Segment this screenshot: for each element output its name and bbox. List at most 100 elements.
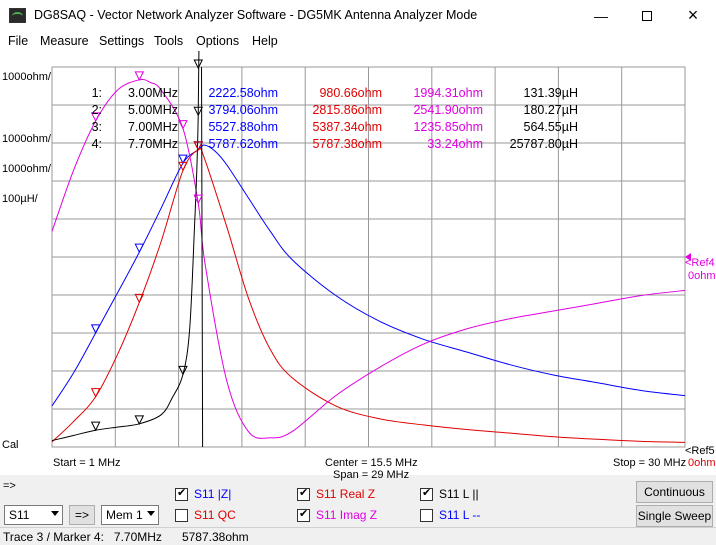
checkbox-imag[interactable] <box>297 507 310 522</box>
cal-label: Cal <box>2 439 19 451</box>
sweep-span: Span = 29 MHz <box>333 469 410 481</box>
trace-toggle-qc[interactable]: S11 QC <box>175 508 236 522</box>
marker-triangle <box>193 194 204 205</box>
arrow-indicator: => <box>3 480 16 492</box>
menu-file[interactable]: File <box>8 34 29 48</box>
marker-imag: 1235.85ohm <box>413 120 483 134</box>
s-param-value: S11 <box>9 508 30 522</box>
trace-toggle-real[interactable]: S11 Real Z <box>297 486 376 501</box>
trace-line <box>51 78 686 439</box>
close-button[interactable]: × <box>670 0 716 31</box>
status-text: Trace 3 / Marker 4: 7.70MHz 5787.38ohm <box>3 530 249 544</box>
scale-label-l: 100µH/ <box>2 193 38 205</box>
marker-triangle <box>134 293 145 304</box>
app-icon <box>9 8 26 23</box>
checkbox-z[interactable] <box>175 486 188 501</box>
marker-z: 5787.62ohm <box>208 137 278 151</box>
marker-triangle <box>193 106 204 117</box>
marker-real: 980.66ohm <box>319 86 382 100</box>
scale-label-imag: 1000ohm/ <box>2 163 51 175</box>
trace-toggle-imag[interactable]: S11 Imag Z <box>297 507 377 522</box>
marker-imag: 33.24ohm <box>427 137 483 151</box>
marker-triangle <box>90 324 101 335</box>
marker-num: 3: <box>91 120 102 134</box>
marker-imag: 1994.31ohm <box>413 86 483 100</box>
trace-line <box>51 148 686 443</box>
trace-line <box>201 66 204 448</box>
marker-triangle <box>90 112 101 123</box>
marker-num: 2: <box>91 103 102 117</box>
marker-l: 131.39µH <box>523 86 578 100</box>
sweep-center: Center = 15.5 MHz <box>325 457 418 469</box>
checkbox-real[interactable] <box>297 486 310 501</box>
memory-select[interactable]: Mem 1 <box>101 505 159 525</box>
checkbox-l-series[interactable] <box>420 508 433 522</box>
marker-triangle <box>178 154 188 165</box>
maximize-icon <box>642 10 652 21</box>
maximize-button[interactable] <box>624 0 670 31</box>
close-icon: × <box>687 5 699 25</box>
title-bar: DG8SAQ - Vector Network Analyzer Softwar… <box>0 0 716 31</box>
checkbox-l-parallel[interactable] <box>420 486 433 501</box>
ref5-label: <Ref5 <box>685 445 715 457</box>
menu-settings[interactable]: Settings <box>99 34 145 48</box>
marker-triangle <box>178 120 188 130</box>
marker-triangle <box>134 243 145 254</box>
trace-chart[interactable] <box>0 51 716 475</box>
marker-z: 2222.58ohm <box>208 86 278 100</box>
marker-l: 180.27µH <box>523 103 578 117</box>
chevron-down-icon <box>147 511 155 516</box>
trace-toggle-l-series[interactable]: S11 L -- <box>420 508 480 522</box>
menu-options[interactable]: Options <box>196 34 240 48</box>
single-sweep-button[interactable]: Single Sweep <box>636 505 713 527</box>
menu-help[interactable]: Help <box>252 34 278 48</box>
trace-label-l-series: S11 L -- <box>439 508 481 522</box>
scale-label-real: 1000ohm/ <box>2 133 51 145</box>
marker-l: 25787.80µH <box>509 137 578 151</box>
marker-num: 1: <box>91 86 102 100</box>
menu-bar: File Measure Settings Tools Options Help <box>0 31 716 51</box>
trace-label-real: S11 Real Z <box>316 487 376 501</box>
marker-z: 5527.88ohm <box>208 120 278 134</box>
ref4-value: 0ohm <box>688 270 716 282</box>
scale-label-z: 1000ohm/ <box>2 71 51 83</box>
menu-tools[interactable]: Tools <box>154 34 184 48</box>
plot-area[interactable]: 1000ohm/ 1000ohm/ 1000ohm/ 100µH/ Cal <R… <box>0 51 716 481</box>
marker-imag: 2541.90ohm <box>413 103 483 117</box>
marker-z: 3794.06ohm <box>208 103 278 117</box>
status-bar: Trace 3 / Marker 4: 7.70MHz 5787.38ohm <box>0 527 716 545</box>
minimize-button[interactable]: — <box>578 0 624 31</box>
minimize-icon: — <box>594 7 608 24</box>
copy-to-memory-button[interactable]: => <box>69 505 95 525</box>
marker-real: 5387.34ohm <box>312 120 382 134</box>
trace-label-z: S11 |Z| <box>194 487 232 501</box>
sweep-start: Start = 1 MHz <box>53 457 121 469</box>
marker-triangle <box>90 421 101 432</box>
marker-triangle <box>90 388 101 398</box>
marker-freq: 3.00MHz <box>127 86 178 100</box>
marker-l: 564.55µH <box>523 120 578 134</box>
continuous-button[interactable]: Continuous <box>636 481 713 503</box>
marker-freq: 5.00MHz <box>127 103 178 117</box>
marker-triangle <box>134 415 145 425</box>
trace-toggle-l-parallel[interactable]: S11 L || <box>420 486 479 501</box>
memory-value: Mem 1 <box>106 508 143 522</box>
trace-label-qc: S11 QC <box>194 508 236 522</box>
marker-triangle <box>178 161 188 172</box>
trace-label-l-parallel: S11 L || <box>439 487 479 501</box>
marker-triangle <box>178 365 188 376</box>
chevron-down-icon <box>51 511 59 516</box>
marker-real: 2815.86ohm <box>312 103 382 117</box>
trace-line <box>51 144 686 407</box>
s-param-select[interactable]: S11 <box>4 505 63 525</box>
menu-measure[interactable]: Measure <box>40 34 89 48</box>
marker-freq: 7.70MHz <box>127 137 178 151</box>
checkbox-qc[interactable] <box>175 508 188 522</box>
ref5-value: 0ohm <box>688 457 716 469</box>
trace-toggle-z[interactable]: S11 |Z| <box>175 486 232 501</box>
active-marker-indicator <box>193 59 204 70</box>
ref-arrow <box>685 253 691 261</box>
window-title: DG8SAQ - Vector Network Analyzer Softwar… <box>34 8 478 22</box>
sweep-stop: Stop = 30 MHz <box>613 457 687 469</box>
marker-real: 5787.38ohm <box>312 137 382 151</box>
